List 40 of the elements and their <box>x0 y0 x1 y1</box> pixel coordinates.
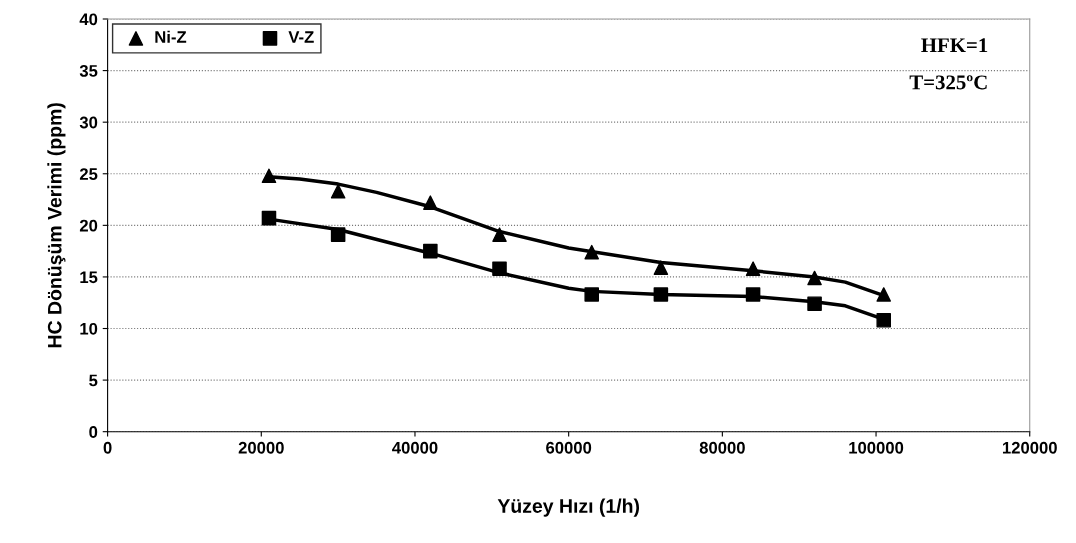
y-tick-label: 20 <box>79 219 98 232</box>
point <box>745 261 761 276</box>
point <box>261 168 277 184</box>
point <box>584 244 600 260</box>
point <box>330 184 346 199</box>
y-tick-label: 40 <box>79 13 98 26</box>
x-tick-label: 120000 <box>1002 441 1057 454</box>
point <box>423 243 438 259</box>
x-tick-label: 20000 <box>238 441 284 454</box>
annotation: T=325ºC <box>909 75 987 90</box>
y-axis-title: HC Dönüşüm Verimi (ppm) <box>47 103 66 348</box>
x-tick-label: 100000 <box>849 441 904 454</box>
point <box>492 261 507 276</box>
point <box>261 210 277 226</box>
point <box>653 287 669 302</box>
legend-label: Ni-Z <box>155 30 187 43</box>
x-axis-title: Yüzey Hızı (1/h) <box>497 498 640 517</box>
x-tick-label: 80000 <box>699 441 745 454</box>
point <box>745 287 761 302</box>
y-tick-label: 5 <box>89 374 98 387</box>
y-tick-label: 15 <box>80 271 98 284</box>
x-tick-label: 0 <box>103 441 112 454</box>
point <box>330 227 346 242</box>
point <box>423 195 438 210</box>
y-tick-label: 10 <box>80 322 98 335</box>
y-tick-label: 25 <box>79 168 98 180</box>
y-tick-label: 35 <box>79 64 98 77</box>
y-tick-label: 0 <box>89 426 98 438</box>
point <box>653 260 669 275</box>
legend-label: V-Z <box>288 31 314 43</box>
point <box>807 296 822 312</box>
y-tick-label: 30 <box>79 116 98 129</box>
x-tick-label: 40000 <box>392 441 438 454</box>
point <box>584 287 600 302</box>
point <box>876 312 892 328</box>
x-tick-label: 60000 <box>546 441 592 454</box>
annotation: HFK=1 <box>921 38 988 53</box>
point <box>807 270 822 286</box>
point <box>876 287 892 302</box>
point <box>492 227 507 242</box>
